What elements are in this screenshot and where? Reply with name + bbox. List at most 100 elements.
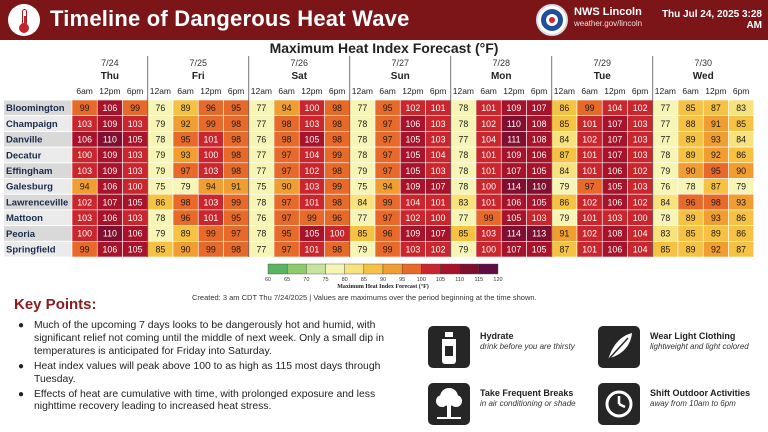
- heat-cell-value: 76: [256, 213, 266, 223]
- heat-cell-value: 95: [711, 166, 721, 176]
- heat-cell-value: 89: [181, 103, 191, 113]
- heat-cell-value: 101: [582, 119, 597, 129]
- heat-cell-value: 94: [206, 182, 216, 192]
- heat-cell-value: 97: [282, 244, 292, 254]
- heat-cell-value: 79: [155, 150, 165, 160]
- heat-cell-value: 104: [608, 103, 623, 113]
- heat-cell-value: 77: [357, 213, 367, 223]
- heat-cell-value: 105: [305, 134, 320, 144]
- colorbar-tick-label: 120: [493, 277, 502, 283]
- key-point-item: ● Heat index values will peak above 100 t…: [18, 360, 381, 385]
- colorbar-segment: [421, 263, 441, 275]
- tip-title: Shift Outdoor Activities: [650, 388, 751, 398]
- heat-cell-value: 109: [103, 150, 118, 160]
- heat-cell-value: 108: [608, 229, 623, 239]
- heat-cell-value: 99: [231, 197, 241, 207]
- heat-cell-value: 103: [633, 134, 648, 144]
- heat-cell-value: 97: [282, 166, 292, 176]
- heat-cell-value: 106: [103, 244, 118, 254]
- heat-cell-value: 106: [77, 134, 92, 144]
- heat-cell-value: 78: [155, 134, 165, 144]
- heat-cell-value: 103: [305, 182, 320, 192]
- heat-cell-value: 84: [660, 197, 670, 207]
- heat-cell-value: 97: [181, 166, 191, 176]
- heat-cell-value: 77: [357, 103, 367, 113]
- heat-cell-value: 77: [256, 166, 266, 176]
- heat-cell-value: 99: [80, 244, 90, 254]
- heat-cell-value: 78: [155, 213, 165, 223]
- tip-title: Wear Light Clothing: [650, 331, 736, 341]
- period-label: 12am: [150, 86, 171, 96]
- heat-cell-value: 106: [608, 244, 623, 254]
- heat-cell-value: 100: [330, 229, 345, 239]
- chart-title: Maximum Heat Index Forecast (°F): [269, 40, 499, 56]
- heat-cell-value: 101: [204, 213, 219, 223]
- period-label: 12pm: [200, 86, 221, 96]
- heat-cell-value: 97: [383, 134, 393, 144]
- heat-cell-value: 103: [128, 119, 143, 129]
- heat-cell-value: 107: [507, 244, 522, 254]
- period-label: 6pm: [733, 86, 750, 96]
- period-label: 6pm: [329, 86, 346, 96]
- colorbar-tick-label: 60: [265, 277, 271, 283]
- heat-cell-value: 94: [80, 182, 90, 192]
- day-name-label: Mon: [491, 71, 512, 82]
- heat-cell-value: 98: [332, 244, 342, 254]
- heat-cell-value: 96: [686, 197, 696, 207]
- heat-cell-value: 106: [103, 182, 118, 192]
- heat-cell-value: 98: [231, 119, 241, 129]
- heat-cell-value: 100: [481, 244, 496, 254]
- heat-cell-value: 77: [256, 103, 266, 113]
- heat-cell-value: 103: [128, 166, 143, 176]
- heat-cell-value: 96: [332, 213, 342, 223]
- office-url: weather.gov/lincoln: [574, 19, 643, 28]
- thermometer-icon: [8, 4, 40, 36]
- heat-cell-value: 97: [383, 166, 393, 176]
- heat-cell-value: 98: [231, 134, 241, 144]
- heat-cell-value: 102: [305, 166, 320, 176]
- heat-cell-value: 100: [77, 150, 92, 160]
- heat-cell-value: 103: [204, 197, 219, 207]
- heat-cell-value: 90: [736, 166, 746, 176]
- day-name-label: Sun: [391, 71, 410, 82]
- heat-cell-value: 96: [206, 103, 216, 113]
- day-date-label: 7/27: [391, 58, 409, 68]
- heat-cell-value: 89: [686, 244, 696, 254]
- heat-cell-value: 100: [633, 213, 648, 223]
- heat-cell-value: 83: [660, 229, 670, 239]
- heat-index-heatmap: 7/24 Thu 6am 12pm 6pm 7/25 Fri 12am 6am 12pm 6pm 7/…: [4, 56, 755, 290]
- key-points-list: ● Much of the upcoming 7 days looks to be…: [14, 320, 406, 416]
- colorbar-segment: [306, 263, 326, 275]
- heat-cell-value: 103: [431, 134, 446, 144]
- heat-cell-value: 106: [406, 119, 421, 129]
- heat-cell-value: 105: [532, 244, 547, 254]
- heat-cell-value: 113: [532, 229, 546, 239]
- heat-cell-value: 97: [282, 150, 292, 160]
- heat-cell-value: 97: [383, 213, 393, 223]
- heat-cell-value: 79: [357, 244, 367, 254]
- heat-cell-value: 102: [582, 197, 597, 207]
- period-label: 6am: [581, 86, 598, 96]
- tip-hydrate: Hydrate drink before you are thirsty: [428, 326, 598, 370]
- day-date-label: 7/25: [189, 58, 207, 68]
- heat-cell-value: 105: [406, 134, 421, 144]
- heat-cell-value: 98: [282, 119, 292, 129]
- location-label-bg: [4, 179, 72, 194]
- location-label-bg: [4, 194, 72, 210]
- heat-cell-value: 102: [77, 197, 92, 207]
- heat-cell-value: 102: [633, 166, 648, 176]
- heat-cell-value: 95: [231, 103, 241, 113]
- period-label: 12am: [554, 86, 575, 96]
- heat-cell-value: 77: [458, 213, 468, 223]
- heat-cell-value: 95: [383, 103, 393, 113]
- heat-cell-value: 75: [357, 182, 367, 192]
- heat-cell-value: 114: [507, 182, 521, 192]
- heat-cell-value: 104: [481, 134, 496, 144]
- colorbar-tick-label: 80: [342, 277, 348, 283]
- location-label-bg: [4, 226, 72, 241]
- heat-cell-value: 103: [204, 166, 219, 176]
- heat-cell-value: 107: [507, 166, 522, 176]
- heat-cell-value: 99: [332, 182, 342, 192]
- heat-cell-value: 79: [181, 182, 191, 192]
- heat-cell-value: 93: [181, 150, 191, 160]
